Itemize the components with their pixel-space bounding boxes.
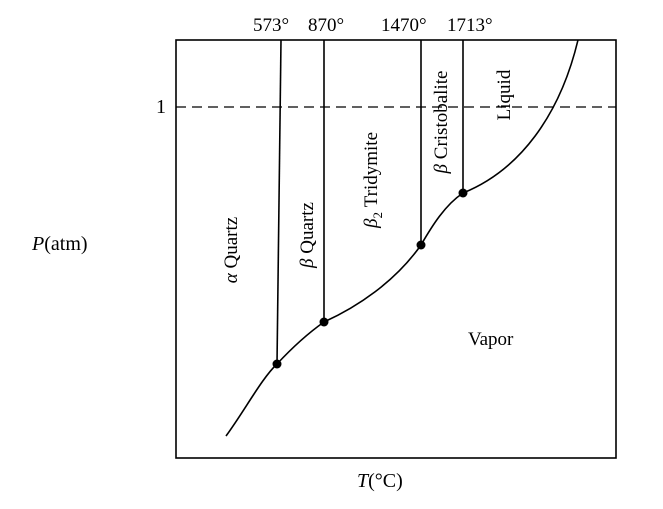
region-beta-quartz: β Quartz <box>297 202 318 269</box>
region-beta2-tridymite: β2 Tridymite <box>361 132 385 229</box>
temp-label-573: 573° <box>253 15 289 36</box>
y-tick-one: 1 <box>156 96 166 118</box>
triple-point-573 <box>272 359 282 369</box>
region-vapor: Vapor <box>468 329 514 350</box>
region-liquid: Liquid <box>494 69 515 120</box>
y-axis-label: P(atm) <box>31 233 88 255</box>
region-alpha-quartz: α Quartz <box>221 217 242 283</box>
triple-point-1713 <box>458 188 468 198</box>
triple-point-870 <box>319 317 329 327</box>
triple-point-1470 <box>416 240 426 250</box>
temp-label-1713: 1713° <box>447 15 493 36</box>
temp-label-1470: 1470° <box>381 15 427 36</box>
boundary-alpha-beta-quartz <box>276 39 282 365</box>
plot-frame <box>175 39 617 459</box>
region-beta-cristobalite: β Cristobalite <box>431 71 452 175</box>
x-axis-label: T(°C) <box>357 470 403 492</box>
temp-label-870: 870° <box>308 15 344 36</box>
